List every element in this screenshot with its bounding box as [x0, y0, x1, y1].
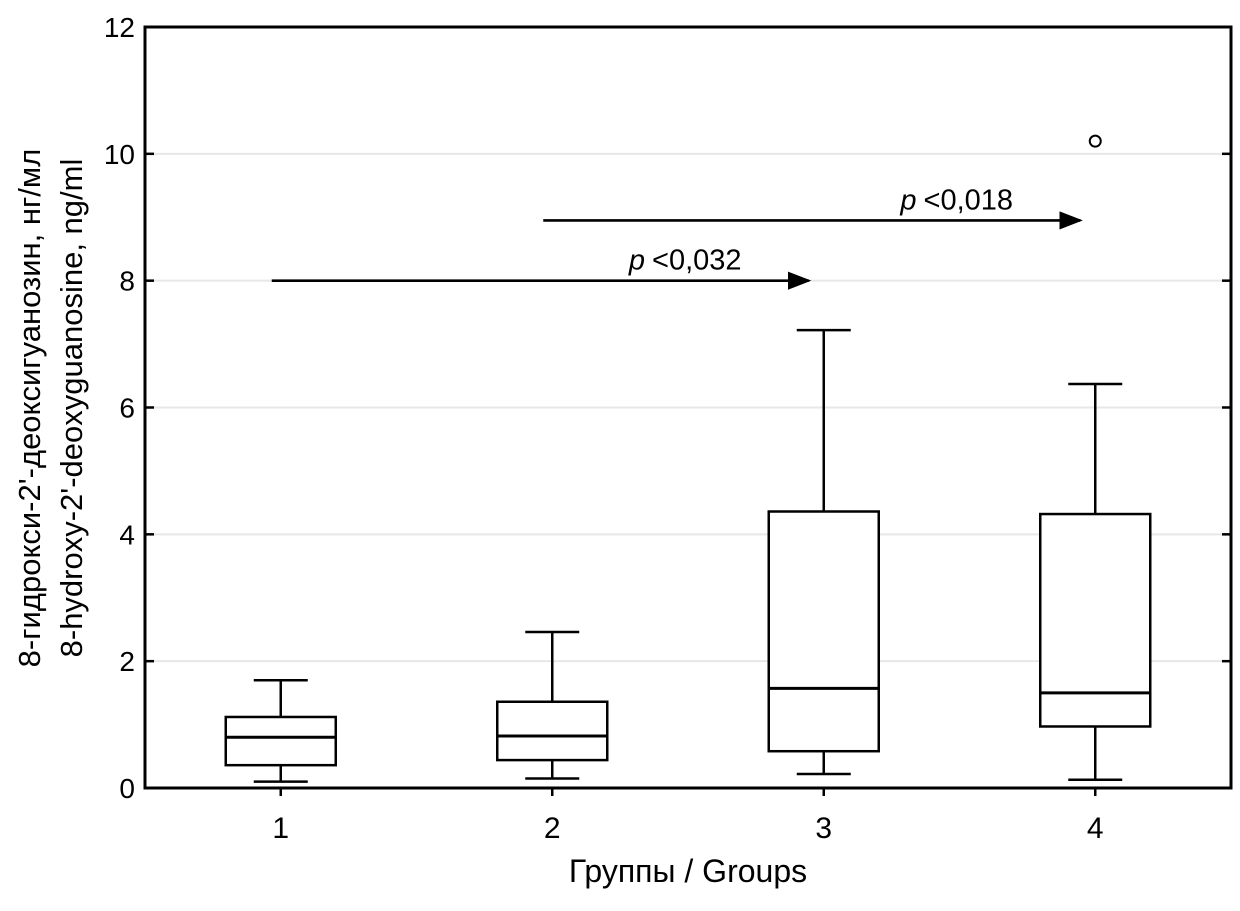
- y-axis-label-english: 8-hydroxy-2'-deoxyguanosine, ng/ml: [54, 159, 89, 658]
- y-tick-label: 10: [104, 139, 135, 170]
- outlier-point: [1088, 134, 1102, 148]
- iqr-box: [1039, 512, 1152, 728]
- x-axis-label: Группы / Groups: [569, 853, 807, 889]
- iqr-box: [767, 510, 880, 753]
- y-tick-label: 0: [119, 773, 135, 804]
- y-tick-label: 12: [104, 12, 135, 43]
- y-tick-label: 4: [119, 519, 135, 550]
- p-value-label: p <0,032: [628, 245, 742, 277]
- x-tick-label: 1: [272, 812, 289, 845]
- y-axis-label-russian: 8-гидрокси-2'-деоксигуанозин, нг/мл: [12, 149, 47, 668]
- y-tick-label: 8: [119, 266, 135, 297]
- iqr-box: [496, 700, 609, 762]
- p-value-label: p <0,018: [899, 184, 1013, 216]
- x-tick-label: 2: [544, 812, 561, 845]
- y-tick-label: 6: [119, 393, 135, 424]
- iqr-box: [224, 715, 337, 767]
- x-tick-label: 4: [1087, 812, 1104, 845]
- y-tick-label: 2: [119, 646, 135, 677]
- x-tick-label: 3: [815, 812, 832, 845]
